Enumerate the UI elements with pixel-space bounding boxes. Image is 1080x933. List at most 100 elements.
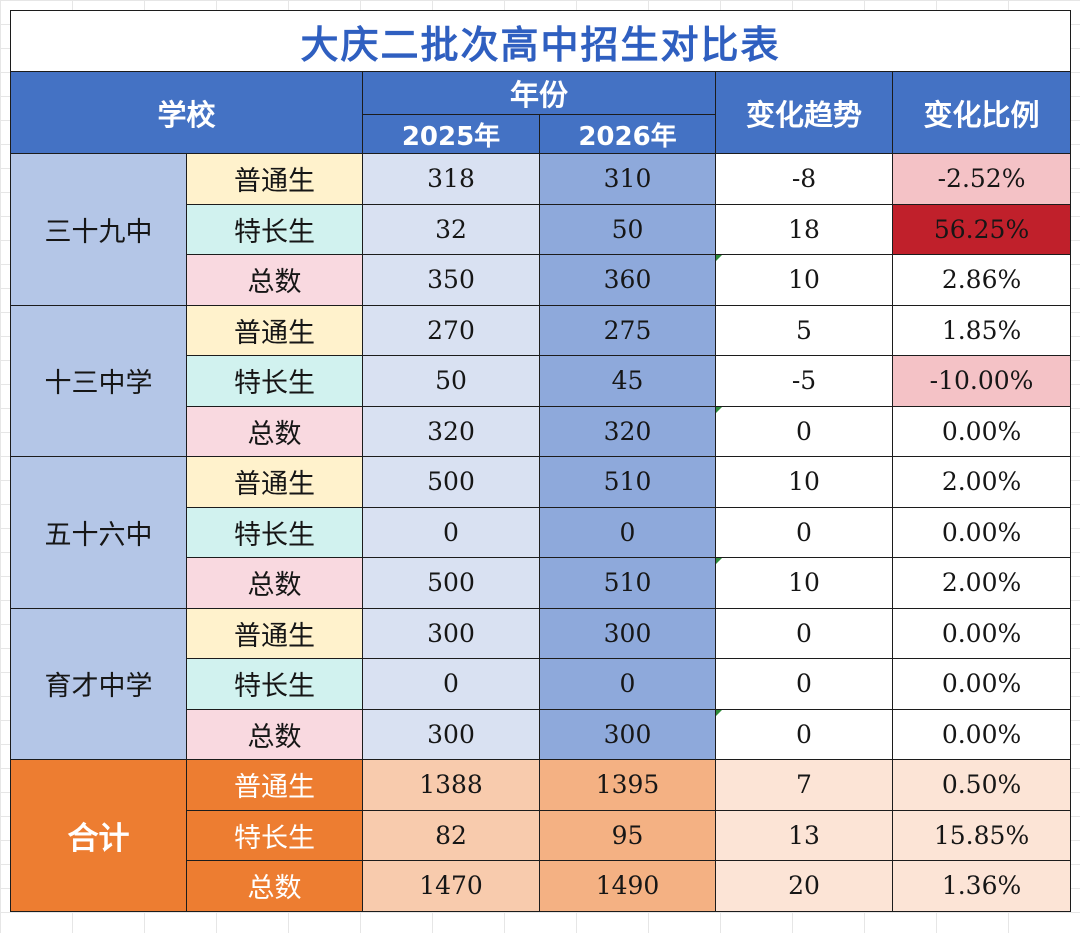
value-2025: 500: [362, 456, 540, 508]
ratio-cell: 0.00%: [891, 708, 1072, 760]
school-name: 十三中学: [10, 304, 187, 457]
category-cell: 普通生: [186, 607, 363, 659]
change-cell: 0: [715, 607, 893, 659]
table-row: 十三中学 普通生 270 275 5 1.85%: [10, 304, 1072, 457]
value-2026: 1490: [539, 860, 716, 912]
table-row: 特长生 0 0 0 0.00%: [11, 658, 1072, 710]
value-2025: 0: [362, 506, 540, 558]
change-cell: 7: [715, 759, 893, 811]
value-2025: 270: [362, 304, 540, 356]
value-2025: 300: [362, 607, 540, 659]
table-row: 总数 350 360 10 2.86%: [11, 254, 1072, 306]
change-cell: -5: [715, 355, 893, 407]
change-cell: 20: [715, 860, 893, 912]
ratio-cell: 0.00%: [891, 405, 1072, 457]
category-cell: 总数: [186, 557, 363, 609]
ratio-cell: 2.00%: [891, 557, 1072, 609]
ratio-cell: -2.52%: [891, 153, 1072, 205]
change-cell: 18: [715, 203, 893, 255]
value-2026: 45: [539, 355, 716, 407]
ratio-cell: 0.00%: [891, 607, 1072, 659]
change-cell: 13: [715, 809, 893, 861]
value-2026: 300: [539, 607, 716, 659]
ratio-cell: 0.50%: [891, 759, 1072, 811]
school-name: 五十六中: [10, 456, 187, 609]
value-2025: 300: [362, 708, 540, 760]
value-2025: 82: [362, 809, 540, 861]
value-2026: 510: [539, 456, 716, 508]
value-2026: 510: [539, 557, 716, 609]
table-row: 五十六中 普通生 500 510 10 2.00%: [10, 456, 1072, 609]
ratio-cell: 1.85%: [891, 304, 1072, 356]
value-2025: 0: [362, 658, 540, 710]
ratio-cell: 1.36%: [891, 860, 1072, 912]
total-label: 合计: [10, 759, 187, 912]
ratio-cell: 2.86%: [891, 254, 1072, 306]
table-row: 特长生 50 45 -5 -10.00%: [11, 355, 1072, 407]
change-cell: 0: [715, 405, 893, 457]
change-cell: 0: [715, 658, 893, 710]
category-cell: 总数: [186, 860, 363, 912]
category-cell: 总数: [186, 254, 363, 306]
category-cell: 普通生: [186, 153, 363, 205]
value-2026: 310: [539, 153, 716, 205]
table-row: 特长生 32 50 18 56.25%: [11, 203, 1072, 255]
value-2025: 50: [362, 355, 540, 407]
header-year-2026: 2026年: [539, 114, 716, 154]
school-name: 三十九中: [10, 153, 187, 306]
ratio-cell: 15.85%: [891, 809, 1072, 861]
change-cell: 5: [715, 304, 893, 356]
value-2025: 350: [362, 254, 540, 306]
ratio-cell: 2.00%: [891, 456, 1072, 508]
value-2026: 360: [539, 254, 716, 306]
category-cell: 普通生: [186, 304, 363, 356]
category-cell: 特长生: [186, 809, 363, 861]
value-2026: 95: [539, 809, 716, 861]
category-cell: 普通生: [186, 456, 363, 508]
table-row: 总数 1470 1490 20 1.36%: [11, 860, 1072, 912]
category-cell: 特长生: [186, 203, 363, 255]
ratio-cell: 0.00%: [891, 658, 1072, 710]
table-row: 育才中学 普通生 300 300 0 0.00%: [10, 607, 1072, 760]
header-year-2025: 2025年: [362, 114, 540, 154]
table-row: 特长生 0 0 0 0.00%: [11, 506, 1072, 558]
value-2025: 1470: [362, 860, 540, 912]
value-2025: 320: [362, 405, 540, 457]
value-2025: 500: [362, 557, 540, 609]
category-cell: 总数: [186, 708, 363, 760]
value-2026: 1395: [539, 759, 716, 811]
table-row: 总数 500 510 10 2.00%: [11, 557, 1072, 609]
value-2025: 32: [362, 203, 540, 255]
header-trend: 变化趋势: [715, 71, 893, 154]
change-cell: 0: [715, 708, 893, 760]
change-cell: 10: [715, 557, 893, 609]
table-row: 特长生 82 95 13 15.85%: [11, 809, 1072, 861]
table-row: 总数 300 300 0 0.00%: [11, 708, 1072, 760]
value-2026: 50: [539, 203, 716, 255]
category-cell: 特长生: [186, 506, 363, 558]
value-2026: 300: [539, 708, 716, 760]
header-year-group: 年份: [362, 71, 716, 115]
header-ratio: 变化比例: [891, 71, 1072, 154]
change-cell: 10: [715, 456, 893, 508]
category-cell: 特长生: [186, 355, 363, 407]
value-2025: 1388: [362, 759, 540, 811]
value-2026: 0: [539, 658, 716, 710]
change-cell: 10: [715, 254, 893, 306]
category-cell: 特长生: [186, 658, 363, 710]
header-school: 学校: [10, 71, 363, 154]
value-2026: 0: [539, 506, 716, 558]
table-row: 三十九中 普通生 318 310 -8 -2.52%: [10, 153, 1072, 306]
change-cell: -8: [715, 153, 893, 205]
enrollment-comparison-table: 大庆二批次高中招生对比表 学校 年份 变化趋势 变化比例 2025年 2026年…: [9, 10, 1072, 912]
value-2026: 275: [539, 304, 716, 356]
value-2025: 318: [362, 153, 540, 205]
category-cell: 总数: [186, 405, 363, 457]
value-2026: 320: [539, 405, 716, 457]
ratio-cell: 0.00%: [891, 506, 1072, 558]
table-title: 大庆二批次高中招生对比表: [9, 10, 1072, 72]
category-cell: 普通生: [186, 759, 363, 811]
school-name: 育才中学: [10, 607, 187, 760]
change-cell: 0: [715, 506, 893, 558]
table-row: 合计 普通生 1388 1395 7 0.50%: [10, 759, 1072, 912]
